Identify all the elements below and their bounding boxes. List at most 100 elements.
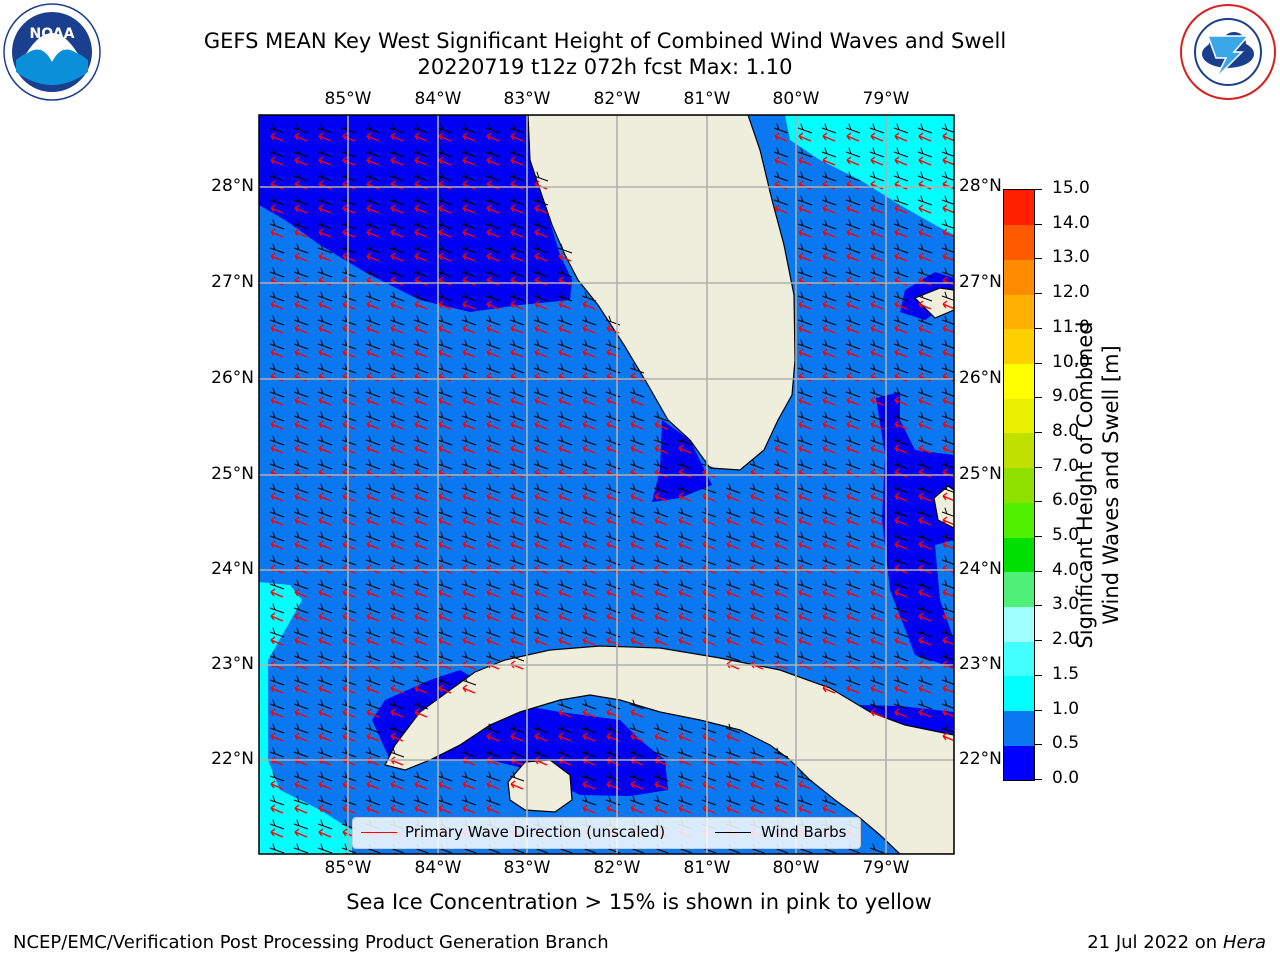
wind-barb — [365, 603, 381, 614]
lon-label-top: 81°W — [683, 89, 731, 109]
wind-barb — [413, 651, 429, 662]
wave-direction-arrow — [582, 324, 596, 334]
wave-direction-arrow — [486, 204, 500, 214]
isle-of-youth-land — [507, 759, 573, 813]
wave-direction-arrow — [390, 348, 404, 358]
wind-barb — [293, 675, 309, 686]
wind-barb — [749, 795, 765, 806]
wind-barb — [293, 483, 309, 494]
wave-direction-arrow — [414, 348, 428, 358]
wind-barb — [461, 627, 477, 638]
wind-barb — [629, 483, 645, 494]
wave-direction-arrow — [534, 540, 548, 550]
legend-wind-swatch — [715, 832, 751, 833]
wind-barb — [317, 483, 333, 494]
wind-barb — [437, 411, 453, 422]
wave-direction-arrow — [486, 516, 500, 526]
wave-height-band-1.0-1.5-northeast — [785, 115, 954, 235]
wind-barb — [893, 411, 909, 422]
colorbar-tick-mark — [1034, 397, 1042, 399]
wind-barb — [893, 483, 909, 494]
wind-barb — [293, 411, 309, 422]
wave-direction-arrow — [462, 612, 476, 622]
wave-direction-arrow — [870, 540, 884, 550]
wind-barb — [413, 267, 429, 278]
colorbar-tick-mark — [1034, 709, 1042, 711]
colorbar-segment — [1004, 745, 1034, 781]
wave-direction-arrow — [342, 684, 356, 694]
wind-barb — [269, 747, 285, 758]
wind-barb — [485, 123, 501, 134]
wave-direction-arrow — [774, 612, 788, 622]
wind-barb — [629, 723, 645, 734]
wave-direction-arrow — [894, 324, 908, 334]
wave-direction-arrow — [438, 636, 452, 646]
wave-direction-arrow — [942, 684, 954, 694]
wave-direction-arrow — [486, 228, 500, 238]
lon-label-bottom: 79°W — [862, 858, 910, 878]
wave-direction-arrow — [846, 156, 860, 166]
wind-barb — [749, 483, 765, 494]
wave-direction-arrow — [918, 492, 932, 502]
wind-barb — [797, 603, 813, 614]
wind-barb — [341, 627, 357, 638]
wind-barb — [917, 507, 933, 518]
wave-direction-arrow — [558, 324, 572, 334]
wave-direction-arrow — [318, 348, 332, 358]
wave-direction-arrow — [630, 540, 644, 550]
wind-barb — [437, 219, 453, 230]
wave-direction-arrow — [270, 732, 284, 742]
wind-barb — [461, 651, 477, 662]
wind-barb — [557, 243, 573, 254]
wave-direction-arrow — [318, 420, 332, 430]
wave-direction-arrow — [366, 420, 380, 430]
wave-direction-arrow — [798, 804, 812, 814]
footer-left: NCEP/EMC/Verification Post Processing Pr… — [13, 932, 609, 953]
wind-barb — [797, 123, 813, 134]
wave-direction-arrow — [678, 588, 692, 598]
wind-barb — [413, 483, 429, 494]
wave-direction-arrow — [510, 132, 524, 142]
wave-direction-arrow — [342, 708, 356, 718]
wave-direction-arrow — [414, 444, 428, 454]
wind-barb — [533, 339, 549, 350]
wind-barb — [269, 243, 285, 254]
colorbar-tick-mark — [1034, 744, 1042, 746]
wind-barb — [629, 363, 645, 374]
wave-direction-arrow — [894, 156, 908, 166]
colorbar-segment — [1004, 571, 1034, 607]
wave-direction-arrow — [942, 228, 954, 238]
wave-direction-arrow — [846, 684, 860, 694]
wave-direction-arrow — [582, 732, 596, 742]
wind-barb — [557, 579, 573, 590]
wave-direction-arrow — [510, 588, 524, 598]
wind-barb — [749, 747, 765, 758]
wave-direction-arrow — [870, 252, 884, 262]
wind-barb — [845, 627, 861, 638]
wind-barb — [845, 387, 861, 398]
wave-direction-arrow — [462, 348, 476, 358]
wind-barb — [509, 459, 525, 470]
wind-barb — [749, 627, 765, 638]
wave-direction-arrow — [366, 636, 380, 646]
lat-label-right: 24°N — [959, 559, 1002, 579]
wave-direction-arrow — [582, 636, 596, 646]
wind-barb — [413, 339, 429, 350]
wind-barb — [365, 675, 381, 686]
wind-barb — [821, 579, 837, 590]
wind-barb — [749, 507, 765, 518]
wave-direction-arrow — [558, 516, 572, 526]
wind-barb — [365, 795, 381, 806]
wind-barb — [317, 819, 333, 830]
wave-direction-arrow — [654, 492, 668, 502]
wave-direction-arrow — [558, 732, 572, 742]
wind-barb — [437, 555, 453, 566]
wind-barb — [269, 363, 285, 374]
wind-barb — [725, 771, 741, 782]
wave-direction-arrow — [654, 444, 668, 454]
wind-barb — [413, 699, 429, 710]
lat-label-left: 28°N — [211, 176, 254, 196]
wind-barb — [845, 411, 861, 422]
wind-barb — [845, 531, 861, 542]
wave-direction-arrow — [510, 636, 524, 646]
